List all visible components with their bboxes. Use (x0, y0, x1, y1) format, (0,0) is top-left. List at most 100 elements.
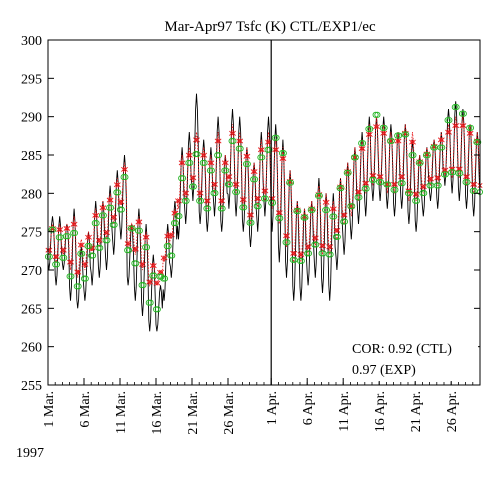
series-exp-marker (94, 212, 100, 218)
series-obs-point (104, 237, 111, 244)
series-obs-point (158, 273, 165, 280)
series-obs-point (331, 213, 338, 220)
series-exp-marker (439, 137, 445, 143)
series-obs-point (318, 250, 325, 257)
series-obs-point (134, 227, 142, 234)
series-exp-marker (194, 137, 200, 143)
series-obs-point (338, 185, 345, 192)
series-obs-point (302, 214, 309, 221)
series-obs-point (390, 186, 397, 193)
y-tick-label: 295 (21, 72, 42, 87)
series-obs-point (205, 205, 212, 212)
series-exp-marker (299, 251, 305, 257)
year-label: 1997 (16, 446, 44, 461)
x-tick-label: 6 Mar. (78, 391, 93, 428)
series-obs-point (80, 275, 88, 282)
y-tick-label: 285 (21, 149, 42, 164)
series-obs-point (149, 272, 156, 279)
series-obs-point (248, 219, 255, 226)
series-obs-point (451, 104, 458, 111)
series-obs-point (161, 275, 169, 282)
series-obs-point (89, 252, 97, 259)
series-obs-point (386, 137, 394, 145)
series-obs-point (241, 204, 248, 211)
series-exp-marker (394, 138, 400, 144)
series-obs-point (412, 197, 419, 204)
series-exp-marker (83, 261, 89, 267)
series-exp-marker (380, 130, 386, 136)
series-obs-point (345, 169, 352, 176)
series-exp-marker (67, 259, 73, 265)
series-obs-point (253, 203, 260, 210)
series-obs-point (367, 125, 374, 133)
series-exp-marker (212, 181, 218, 187)
series-obs-point (174, 213, 181, 220)
series-obs-point (424, 152, 431, 159)
series-obs-point (323, 206, 331, 214)
series-exp-marker (277, 210, 283, 216)
series-exp-marker (283, 233, 289, 239)
series-exp-marker (65, 225, 71, 232)
y-tick-label: 275 (21, 226, 42, 241)
series-obs-point (212, 190, 219, 197)
series-obs-point (106, 204, 113, 211)
series-obs-point (192, 151, 199, 158)
series-exp-marker (185, 152, 191, 158)
x-axis: 1 Mar. 6 Mar. 11 Mar. 16 Mar. 21 Mar. 26 Mar.… (42, 378, 481, 435)
series-ctl-line (47, 93, 481, 332)
series-exp-marker (200, 152, 206, 158)
series-obs-point (435, 182, 442, 189)
series-exp-marker (347, 203, 353, 209)
series-exp-marker (452, 123, 458, 129)
series-exp-marker (68, 259, 74, 265)
series-obs-point (271, 134, 278, 141)
y-axis: 255 260 265 270 275 280 285 290 295 300 (21, 34, 480, 394)
series-obs-point (64, 233, 71, 240)
series-obs-point (343, 169, 350, 176)
series-obs-point (185, 159, 192, 166)
series-exp-marker (151, 263, 157, 269)
series-exp-marker (259, 147, 265, 153)
series-exp-marker (290, 250, 296, 256)
series-obs-point (172, 220, 179, 227)
series-exp-marker (427, 176, 433, 182)
series-obs-point (404, 190, 412, 197)
series-exp-marker (92, 212, 98, 218)
series-obs-point (145, 299, 152, 306)
series-exp-marker (256, 196, 262, 202)
series-exp-marker (207, 160, 213, 166)
series-obs-point (467, 124, 475, 131)
series-obs-point (437, 144, 444, 151)
series-exp-marker (124, 241, 130, 247)
series-exp-marker (202, 152, 208, 158)
series-exp-marker (223, 160, 229, 166)
series-obs-point (257, 154, 264, 161)
series-exp-marker (387, 138, 393, 144)
series-obs-point (419, 190, 426, 197)
y-tick-label: 260 (21, 341, 42, 356)
series-exp-marker (391, 181, 397, 187)
series-obs-point (109, 221, 116, 228)
series-obs-point (113, 189, 120, 196)
series-obs-point (215, 152, 223, 159)
series-obs-point (413, 197, 421, 204)
series-obs-point (75, 283, 82, 290)
series-obs-point (156, 273, 163, 280)
series-exp-marker (72, 221, 78, 227)
series-exp-marker (284, 233, 290, 239)
series-obs-point (278, 150, 286, 157)
series-obs-point (368, 176, 376, 183)
series-exp-marker (104, 230, 110, 236)
series-obs-point (95, 244, 102, 251)
series-exp-marker (464, 174, 470, 180)
series-obs-point (179, 175, 187, 182)
series-exp-marker (234, 181, 240, 187)
series-obs-point (183, 197, 190, 204)
series-exp-marker (146, 279, 152, 285)
x-tick-label: 1 Mar. (42, 391, 57, 428)
series-obs-point (66, 273, 73, 280)
series-obs-point (417, 159, 424, 166)
series-obs-point (347, 203, 354, 210)
series-exp-marker (85, 234, 91, 240)
